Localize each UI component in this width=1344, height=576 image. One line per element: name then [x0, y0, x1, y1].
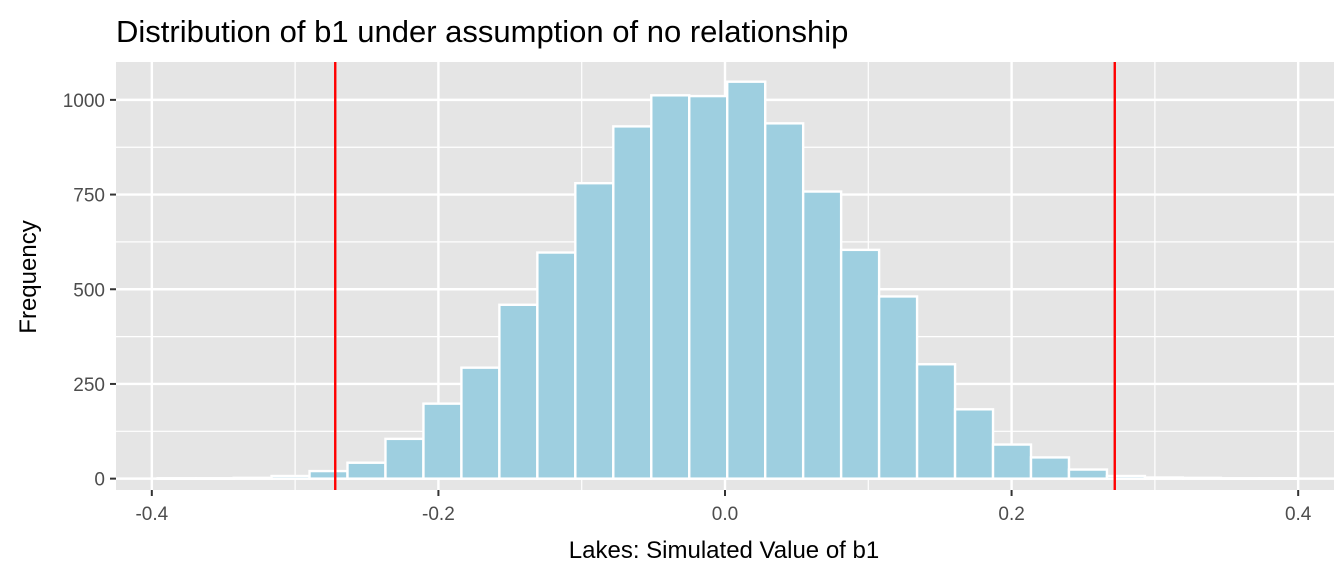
histogram-bar	[498, 303, 539, 480]
histogram-bar	[688, 94, 729, 480]
histogram-bar	[384, 437, 425, 480]
y-tick-label: 1000	[63, 91, 105, 112]
histogram-bar	[650, 94, 691, 480]
histogram-bar	[346, 461, 387, 480]
histogram-bar	[915, 363, 957, 480]
chart-title: Distribution of b1 under assumption of n…	[116, 14, 848, 49]
y-tick-label: 750	[73, 186, 105, 207]
histogram-bar	[422, 402, 463, 480]
histogram-bar	[1257, 477, 1299, 480]
histogram-bars	[156, 80, 1299, 480]
histogram-bar	[801, 190, 843, 480]
histogram-bar	[536, 251, 577, 480]
x-tick-label: -0.4	[135, 504, 168, 525]
histogram-bar	[574, 182, 615, 480]
histogram-bar	[1219, 477, 1261, 480]
histogram-bar	[1143, 476, 1185, 480]
x-tick-label: 0.4	[1285, 504, 1312, 525]
histogram-bar	[270, 474, 311, 480]
x-tick-label: -0.2	[422, 504, 455, 525]
x-axis-ticks: -0.4 -0.2 0.0 0.2 0.4	[135, 490, 1312, 525]
histogram-bar	[460, 366, 501, 480]
y-axis-title: Frequency	[15, 220, 42, 333]
histogram-bar	[612, 125, 653, 480]
histogram-bar	[194, 477, 235, 480]
histogram-bar	[877, 295, 919, 480]
histogram-bar	[991, 443, 1033, 480]
threshold-lines	[334, 62, 1116, 490]
histogram-bar	[156, 477, 197, 480]
histogram-bar	[763, 122, 805, 480]
y-tick-label: 250	[73, 375, 105, 396]
histogram-bar	[1105, 474, 1147, 480]
y-tick-label: 0	[94, 470, 105, 491]
histogram-bar	[1181, 476, 1223, 480]
histogram-bar	[953, 408, 995, 480]
y-tick-label: 500	[73, 280, 105, 301]
histogram-bar	[232, 476, 273, 480]
histogram-bar	[308, 469, 349, 480]
y-axis-ticks: 0 250 500 750 1000	[63, 91, 116, 491]
histogram-bar	[1029, 456, 1071, 480]
x-tick-label: 0.0	[712, 504, 738, 525]
histogram-bar	[1067, 468, 1109, 480]
x-axis-title: Lakes: Simulated Value of b1	[569, 537, 879, 564]
histogram-bar	[839, 248, 881, 480]
histogram-bar	[726, 80, 767, 480]
x-tick-label: 0.2	[998, 504, 1024, 525]
